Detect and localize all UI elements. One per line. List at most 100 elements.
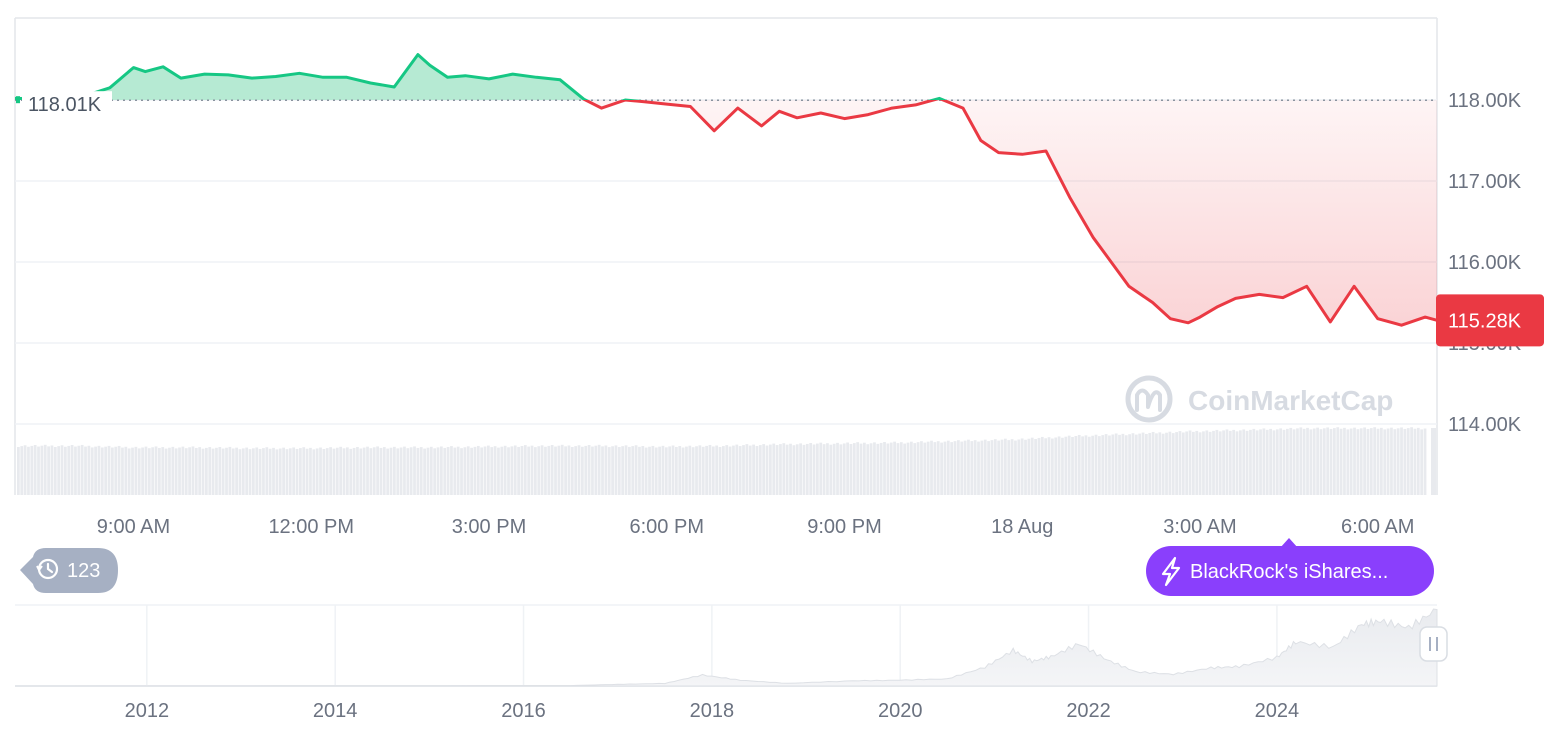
volume-bar bbox=[1128, 434, 1131, 495]
volume-bar bbox=[520, 446, 524, 495]
volume-bar bbox=[1265, 429, 1269, 495]
volume-bar bbox=[1155, 433, 1158, 495]
volume-bar bbox=[238, 449, 242, 495]
volume-bar bbox=[262, 448, 265, 495]
volume-bar bbox=[325, 448, 329, 495]
volume-bar bbox=[648, 446, 651, 495]
news-badge[interactable]: BlackRock's iShares... bbox=[1146, 538, 1434, 596]
volume-bar bbox=[386, 448, 390, 495]
volume-bar bbox=[1359, 428, 1363, 495]
volume-bar bbox=[466, 446, 470, 495]
volume-bar bbox=[1299, 427, 1303, 495]
volume-bar bbox=[178, 447, 181, 495]
volume-bar bbox=[299, 448, 302, 495]
volume-bar bbox=[362, 447, 366, 495]
volume-bar bbox=[1225, 429, 1229, 495]
volume-bar bbox=[23, 445, 27, 495]
volume-bar bbox=[836, 442, 839, 495]
volume-bar bbox=[1403, 428, 1407, 495]
volume-bar bbox=[409, 447, 413, 495]
volume-bar bbox=[678, 446, 682, 495]
volume-bar bbox=[87, 445, 91, 495]
volume-bar bbox=[208, 447, 212, 495]
volume-bar bbox=[198, 447, 202, 495]
volume-bar bbox=[272, 447, 275, 495]
volume-bar bbox=[1400, 427, 1403, 495]
history-badge[interactable]: 123 bbox=[20, 548, 118, 593]
volume-bar bbox=[94, 446, 97, 495]
volume-bar bbox=[554, 446, 557, 495]
volume-bar bbox=[1249, 429, 1252, 495]
volume-bar bbox=[349, 448, 353, 495]
volume-bar bbox=[681, 447, 685, 495]
volume-bar bbox=[1094, 434, 1098, 495]
volume-bar bbox=[997, 440, 1001, 495]
volume-bar bbox=[933, 442, 937, 495]
volume-bar bbox=[1406, 428, 1410, 495]
volume-bar bbox=[846, 442, 849, 495]
volume-bar bbox=[30, 445, 34, 495]
volume-bar bbox=[943, 441, 947, 495]
x-tick-label: 3:00 PM bbox=[452, 516, 526, 538]
volume-bar bbox=[476, 445, 480, 495]
volume-bar bbox=[591, 446, 594, 495]
volume-bar bbox=[1145, 433, 1148, 495]
volume-bar bbox=[346, 447, 349, 495]
volume-bar bbox=[1064, 436, 1068, 495]
volume-bar bbox=[1292, 429, 1296, 495]
volume-bar bbox=[1336, 427, 1340, 495]
volume-bar bbox=[288, 448, 292, 495]
navigator-handle[interactable] bbox=[1419, 626, 1448, 662]
navigator-area bbox=[15, 608, 1438, 687]
x-tick-label: 18 Aug bbox=[991, 516, 1053, 538]
volume-bar bbox=[1101, 435, 1105, 495]
volume-bar bbox=[1235, 431, 1239, 495]
volume-bar bbox=[285, 449, 289, 495]
volume-bar bbox=[624, 445, 628, 495]
volume-bar bbox=[1316, 427, 1319, 495]
volume-bar bbox=[1091, 435, 1095, 495]
volume-bar bbox=[265, 447, 269, 495]
volume-bar bbox=[711, 446, 715, 495]
volume-bar bbox=[1181, 432, 1185, 495]
volume-bar bbox=[1030, 437, 1034, 495]
volume-bar bbox=[1376, 428, 1380, 495]
volume-bar bbox=[117, 445, 121, 495]
volume-bar bbox=[1118, 434, 1121, 495]
volume-bar bbox=[614, 445, 618, 495]
volume-bar bbox=[1420, 429, 1424, 495]
volume-bar bbox=[973, 440, 977, 495]
volume-bar bbox=[1380, 427, 1383, 495]
volume-bar bbox=[926, 441, 930, 495]
x-tick-label: 9:00 AM bbox=[97, 516, 170, 538]
volume-bar bbox=[151, 447, 155, 495]
volume-bar bbox=[879, 442, 883, 495]
volume-bar bbox=[161, 447, 165, 495]
volume-bar bbox=[742, 445, 745, 495]
volume-bar bbox=[309, 447, 312, 495]
volume-bar bbox=[1000, 439, 1004, 495]
volume-bar bbox=[121, 447, 124, 495]
volume-bar bbox=[460, 448, 463, 495]
volume-bar bbox=[567, 445, 571, 495]
volume-bar bbox=[497, 447, 500, 495]
volume-bar bbox=[97, 445, 101, 495]
volume-bar bbox=[631, 446, 635, 495]
volume-bar bbox=[456, 446, 460, 495]
volume-bar bbox=[691, 447, 695, 495]
volume-bar bbox=[1309, 429, 1313, 495]
volume-bar bbox=[728, 446, 732, 495]
volume-bar bbox=[1383, 429, 1387, 495]
volume-bar bbox=[1393, 429, 1397, 495]
navigator-year-label: 2018 bbox=[690, 700, 735, 722]
volume-bar bbox=[946, 440, 950, 495]
volume-bar bbox=[1047, 437, 1051, 495]
volume-bar bbox=[664, 447, 668, 495]
volume-bar bbox=[27, 446, 30, 495]
volume-bar bbox=[1148, 432, 1152, 495]
volume-bar bbox=[450, 446, 453, 495]
volume-bar bbox=[688, 445, 692, 495]
volume-bar bbox=[248, 449, 252, 495]
navigator-x-axis: 2012 2014 2016 2018 2020 2022 2024 bbox=[125, 700, 1300, 722]
volume-bar bbox=[893, 441, 896, 495]
